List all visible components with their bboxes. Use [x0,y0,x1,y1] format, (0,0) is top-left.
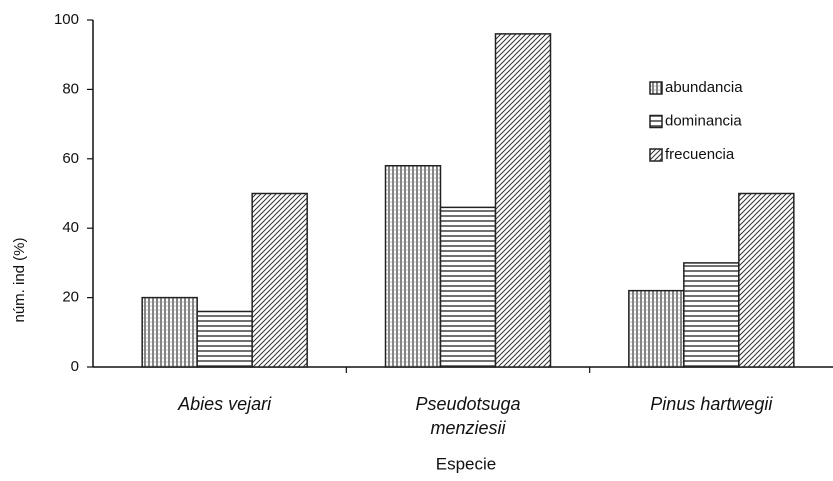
bar [494,33,552,368]
legend-swatch [649,81,663,95]
legend-label: dominancia [665,112,742,129]
bar [628,289,685,368]
x-tick-label: Pseudotsuga menziesii [415,394,521,438]
x-tick-label: Pinus hartwegii [650,394,773,414]
bar [141,296,198,368]
bar [251,192,308,368]
legend-label: abundancia [665,79,743,96]
legend-swatch [649,148,663,162]
bar [683,262,740,368]
bar [738,192,795,368]
bar [439,206,497,368]
y-tick-label: 40 [62,219,79,236]
y-axis-label: núm. ind (%) [11,237,28,322]
y-tick-label: 80 [62,80,79,97]
x-axis-label: Especie [436,454,496,473]
legend-label: frecuencia [665,146,735,163]
y-tick-label: 0 [71,358,79,375]
legend-swatch [649,114,663,129]
y-tick-label: 100 [54,11,79,28]
bar [384,164,442,368]
bar [196,310,253,368]
y-tick-label: 60 [62,150,79,167]
y-tick-label: 20 [62,289,79,306]
x-tick-label: Abies vejari [178,394,272,414]
